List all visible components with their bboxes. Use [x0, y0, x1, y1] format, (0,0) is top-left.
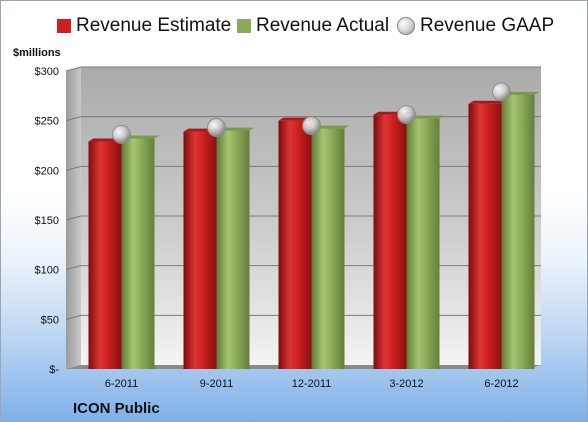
- x-tick-label-9-2011: 9-2011: [200, 378, 233, 390]
- gaap-bubbles: [112, 82, 511, 145]
- bubble-gaap-9-2011: [207, 118, 226, 138]
- y-tick-label-4: $200: [35, 165, 59, 177]
- legend-label-actual: Revenue Actual: [256, 15, 390, 36]
- legend-item-gaap: Revenue GAAP: [397, 15, 554, 37]
- legend-swatch-gaap: [397, 17, 415, 35]
- x-tick-label-6-2011: 6-2011: [105, 378, 138, 390]
- y-tick-label-3: $150: [35, 215, 59, 227]
- y-tick-label-2: $100: [35, 265, 59, 277]
- y-axis-units-label: $millions: [13, 47, 61, 59]
- bar-actual-6-2012: [501, 94, 535, 369]
- bar-actual-3-2012: [406, 118, 440, 370]
- legend-label-estimate: Revenue Estimate: [76, 15, 232, 36]
- y-tick-label-0: $-: [49, 364, 59, 376]
- bar-estimate-top-6-2012: [468, 100, 507, 104]
- x-tick-label-6-2012: 6-2012: [484, 378, 518, 390]
- legend-swatch-estimate: [57, 19, 71, 33]
- bar-actual-top-6-2011: [121, 135, 160, 139]
- x-tick-label-12-2011: 12-2011: [292, 378, 332, 390]
- bar-estimate-9-2011: [183, 131, 217, 369]
- gridline-wall-3: [65, 215, 82, 221]
- bar-actual-12-2011: [311, 128, 345, 369]
- bar-actual-top-6-2012: [501, 91, 540, 95]
- bar-actual-top-12-2011: [311, 125, 350, 129]
- bubble-gaap-12-2011: [302, 116, 321, 136]
- bubble-gaap-6-2011: [112, 125, 131, 145]
- legend: Revenue Estimate Revenue Actual Revenue …: [1, 15, 587, 43]
- bar-actual-6-2011: [121, 138, 155, 369]
- gridline-wall-2: [65, 265, 82, 271]
- company-name: ICON Public: [73, 400, 160, 417]
- bar-estimate-6-2011: [88, 141, 122, 369]
- legend-swatch-actual: [237, 19, 251, 33]
- legend-item-actual: Revenue Actual: [237, 15, 389, 37]
- gridline-wall-1: [65, 314, 82, 320]
- bar-actual-top-9-2011: [216, 127, 255, 131]
- y-tick-label-1: $50: [41, 314, 59, 326]
- y-tick-label-5: $250: [35, 116, 59, 128]
- bar-actual-9-2011: [216, 130, 250, 369]
- bar-actual-top-3-2012: [406, 115, 445, 119]
- bubble-gaap-6-2012: [492, 82, 511, 102]
- y-tick-label-6: $300: [35, 66, 59, 78]
- bar-estimate-6-2012: [468, 103, 502, 369]
- gridline-wall-6: [65, 66, 82, 72]
- bar-estimate-12-2011: [278, 120, 312, 370]
- x-tick-label-3-2012: 3-2012: [389, 378, 423, 390]
- bubble-gaap-3-2012: [397, 105, 416, 125]
- bar-estimate-3-2012: [373, 114, 407, 369]
- gridline-wall-5: [65, 116, 82, 122]
- y-axis-ticks: $- $50 $100 $150 $200 $250 $300: [35, 66, 60, 376]
- legend-label-gaap: Revenue GAAP: [420, 15, 555, 36]
- x-axis-ticks: 6-2011 9-2011 12-2011 3-2012 6-2012: [105, 378, 519, 390]
- gridline-wall-4: [65, 165, 82, 171]
- legend-item-estimate: Revenue Estimate: [57, 15, 231, 37]
